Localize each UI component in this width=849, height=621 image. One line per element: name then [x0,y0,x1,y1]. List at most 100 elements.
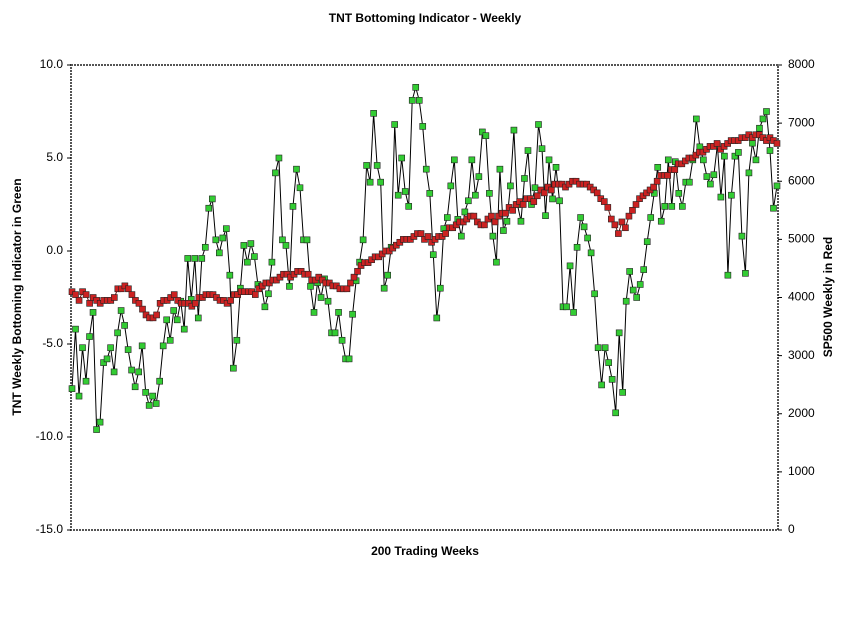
data-point [693,115,700,123]
data-point [707,180,714,188]
data-point [429,251,437,259]
data-point [510,126,518,134]
data-point [629,207,636,214]
data-point [128,291,136,298]
data-point [604,204,612,211]
y-tick-label: 0.0 [46,243,63,257]
data-point [488,212,495,220]
x-axis-label: 200 Trading Weeks [371,544,479,558]
data-point [591,290,598,298]
data-point [745,169,753,177]
data-point [194,314,202,322]
data-point [89,309,97,316]
data-point [289,203,297,210]
data-point [359,236,367,244]
y2-tick-label: 1000 [788,464,815,478]
data-point [304,270,312,278]
data-point [347,279,354,287]
data-point [519,201,527,208]
data-point [479,128,486,136]
data-point [618,218,626,226]
data-point [584,234,591,242]
data-point [152,400,160,407]
data-point [79,344,86,352]
data-point [721,152,728,160]
data-point [664,156,672,164]
data-point [773,140,781,147]
data-point [219,234,227,242]
data-point [749,139,756,147]
data-point [201,243,209,251]
data-point [293,165,300,173]
data-point [107,344,114,352]
data-point [173,316,181,324]
data-point [759,115,767,123]
data-point [192,300,199,307]
data-point [216,249,223,257]
data-point [552,164,560,171]
data-point [517,217,525,225]
data-point [163,316,171,324]
data-point [191,255,199,262]
data-point [541,189,548,197]
y2-tick-label: 8000 [788,57,815,71]
data-point [608,376,616,383]
data-point [728,191,735,199]
data-point [458,232,465,240]
data-point [600,198,608,205]
data-point [86,300,93,307]
data-point [121,322,128,329]
data-point [198,255,206,262]
data-point [731,152,739,160]
data-point [145,402,153,409]
data-point [282,242,290,249]
data-point [636,281,644,288]
data-point [307,283,314,290]
data-point [509,207,516,214]
data-point [135,368,142,376]
data-point [491,218,499,226]
data-point [426,190,434,197]
data-point [338,336,346,344]
y2-tick-label: 6000 [788,173,815,187]
data-point [468,156,476,164]
data-point [139,305,146,313]
data-point [103,355,111,363]
data-point [251,253,258,260]
data-point [275,154,283,162]
data-point [230,364,237,372]
y2-tick-label: 2000 [788,406,815,420]
data-point [710,171,718,179]
data-point [208,195,216,203]
data-point [373,162,381,169]
data-point [756,124,763,132]
data-point [363,162,370,169]
data-point [703,173,711,180]
data-point [615,230,622,237]
data-point [138,342,146,350]
data-point [149,392,156,400]
data-point [486,190,493,197]
data-point [419,123,427,130]
data-point [72,325,79,333]
data-point [629,286,637,294]
data-point [153,311,160,319]
data-point [542,212,549,219]
data-point [417,230,425,237]
data-point [72,291,79,298]
data-point [675,190,683,197]
y2-tick-label: 7000 [788,115,815,129]
data-point [135,300,143,307]
data-point [615,329,623,337]
data-point [433,314,441,322]
data-point [545,156,553,164]
data-point [482,132,490,139]
y2-tick-label: 5000 [788,232,815,246]
data-point [531,184,539,192]
y2-tick-label: 3000 [788,348,815,362]
data-point [349,310,356,318]
data-point [643,238,651,245]
data-point [279,236,286,244]
data-point [626,268,633,275]
